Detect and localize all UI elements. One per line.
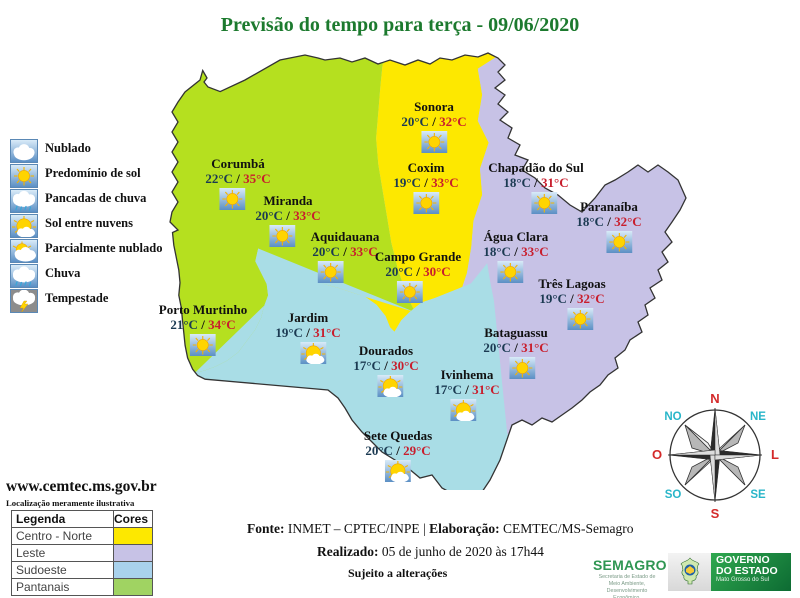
svg-text:SE: SE [750, 489, 766, 501]
svg-text:S: S [711, 506, 720, 521]
svg-text:SO: SO [665, 489, 682, 501]
